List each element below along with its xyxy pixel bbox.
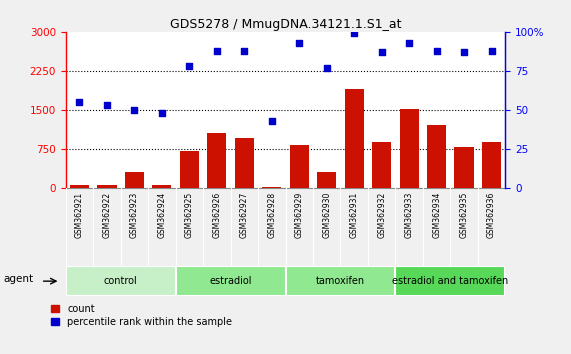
Point — [267, 118, 276, 124]
Text: GSM362936: GSM362936 — [487, 192, 496, 238]
Bar — [372, 142, 391, 188]
Point — [212, 48, 222, 53]
Text: GSM362926: GSM362926 — [212, 192, 222, 238]
Point — [432, 48, 441, 53]
Bar — [482, 142, 501, 188]
Point — [460, 49, 469, 55]
Text: GSM362933: GSM362933 — [405, 192, 413, 238]
Point — [240, 48, 249, 53]
Bar — [286, 266, 395, 296]
Bar — [344, 89, 364, 188]
Text: GSM362930: GSM362930 — [322, 192, 331, 238]
Bar — [176, 266, 286, 296]
Bar — [152, 184, 171, 188]
Point — [185, 63, 194, 69]
Text: estradiol: estradiol — [210, 275, 252, 286]
Text: GSM362929: GSM362929 — [295, 192, 304, 238]
Bar — [455, 147, 474, 188]
Text: GSM362921: GSM362921 — [75, 192, 84, 238]
Text: GSM362923: GSM362923 — [130, 192, 139, 238]
Bar — [395, 266, 505, 296]
Text: GSM362922: GSM362922 — [102, 192, 111, 238]
Point — [130, 107, 139, 113]
Title: GDS5278 / MmugDNA.34121.1.S1_at: GDS5278 / MmugDNA.34121.1.S1_at — [170, 18, 401, 31]
Text: agent: agent — [3, 274, 34, 284]
Text: GSM362928: GSM362928 — [267, 192, 276, 238]
Bar — [427, 125, 447, 188]
Bar — [289, 145, 309, 188]
Point — [157, 110, 166, 116]
Point — [349, 30, 359, 36]
Text: GSM362931: GSM362931 — [349, 192, 359, 238]
Text: GSM362925: GSM362925 — [185, 192, 194, 238]
Point — [295, 40, 304, 46]
Bar — [97, 185, 116, 188]
Point — [377, 49, 386, 55]
Text: GSM362927: GSM362927 — [240, 192, 249, 238]
Bar — [180, 151, 199, 188]
Text: control: control — [104, 275, 138, 286]
Text: GSM362935: GSM362935 — [460, 192, 469, 238]
Point — [322, 65, 331, 70]
Point — [102, 102, 111, 108]
Bar — [207, 133, 227, 188]
Bar — [235, 138, 254, 188]
Bar — [70, 184, 89, 188]
Text: estradiol and tamoxifen: estradiol and tamoxifen — [392, 275, 509, 286]
Text: GSM362934: GSM362934 — [432, 192, 441, 238]
Text: GSM362924: GSM362924 — [158, 192, 166, 238]
Bar — [317, 172, 336, 188]
Point — [487, 48, 496, 53]
Bar — [124, 172, 144, 188]
Text: tamoxifen: tamoxifen — [316, 275, 365, 286]
Point — [75, 99, 84, 105]
Text: GSM362932: GSM362932 — [377, 192, 386, 238]
Bar — [66, 266, 176, 296]
Bar — [262, 187, 282, 188]
Bar — [400, 109, 419, 188]
Point — [405, 40, 414, 46]
Legend: count, percentile rank within the sample: count, percentile rank within the sample — [51, 304, 232, 327]
